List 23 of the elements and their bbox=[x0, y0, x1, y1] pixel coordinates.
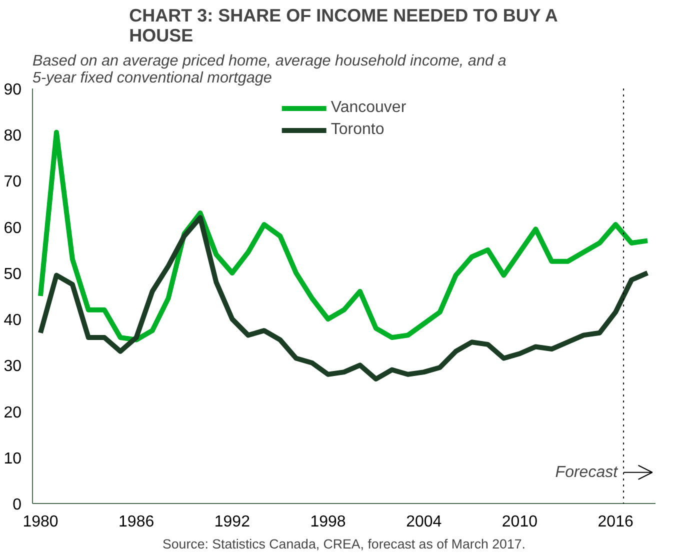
x-tick-label: 1986 bbox=[118, 514, 154, 530]
x-tick-label: 1992 bbox=[214, 514, 250, 530]
y-tick-label: 40 bbox=[4, 312, 22, 330]
x-tick-label: 1980 bbox=[22, 514, 58, 530]
y-tick-label: 10 bbox=[4, 450, 22, 468]
chart-title: CHART 3: SHARE OF INCOME NEEDED TO BUY A HOUSE bbox=[129, 6, 558, 46]
y-tick-label: 80 bbox=[4, 128, 22, 145]
legend-label: Toronto bbox=[330, 121, 384, 139]
y-tick-label: 0 bbox=[12, 496, 22, 514]
y-tick-label: 90 bbox=[4, 82, 22, 98]
y-tick-label: 50 bbox=[4, 266, 22, 283]
y-tick-label: 30 bbox=[4, 358, 22, 376]
y-tick-label: 20 bbox=[4, 404, 22, 422]
y-tick-label: 60 bbox=[4, 220, 22, 237]
x-tick-label: 2004 bbox=[406, 514, 442, 530]
x-tick-label: 2010 bbox=[502, 514, 538, 530]
y-tick-label: 70 bbox=[4, 174, 22, 191]
ref-line-label: Forecast bbox=[555, 464, 618, 481]
legend-label: Vancouver bbox=[330, 99, 406, 117]
chart-subtitle: Based on an average priced home, average household income, and a 5-year fixed conventional mortgage bbox=[32, 52, 506, 86]
x-tick-label: 1998 bbox=[310, 514, 346, 530]
source-note: Source: Statistics Canada, CREA, forecast as of March 2017. bbox=[162, 536, 526, 552]
x-tick-label: 2016 bbox=[598, 514, 634, 530]
